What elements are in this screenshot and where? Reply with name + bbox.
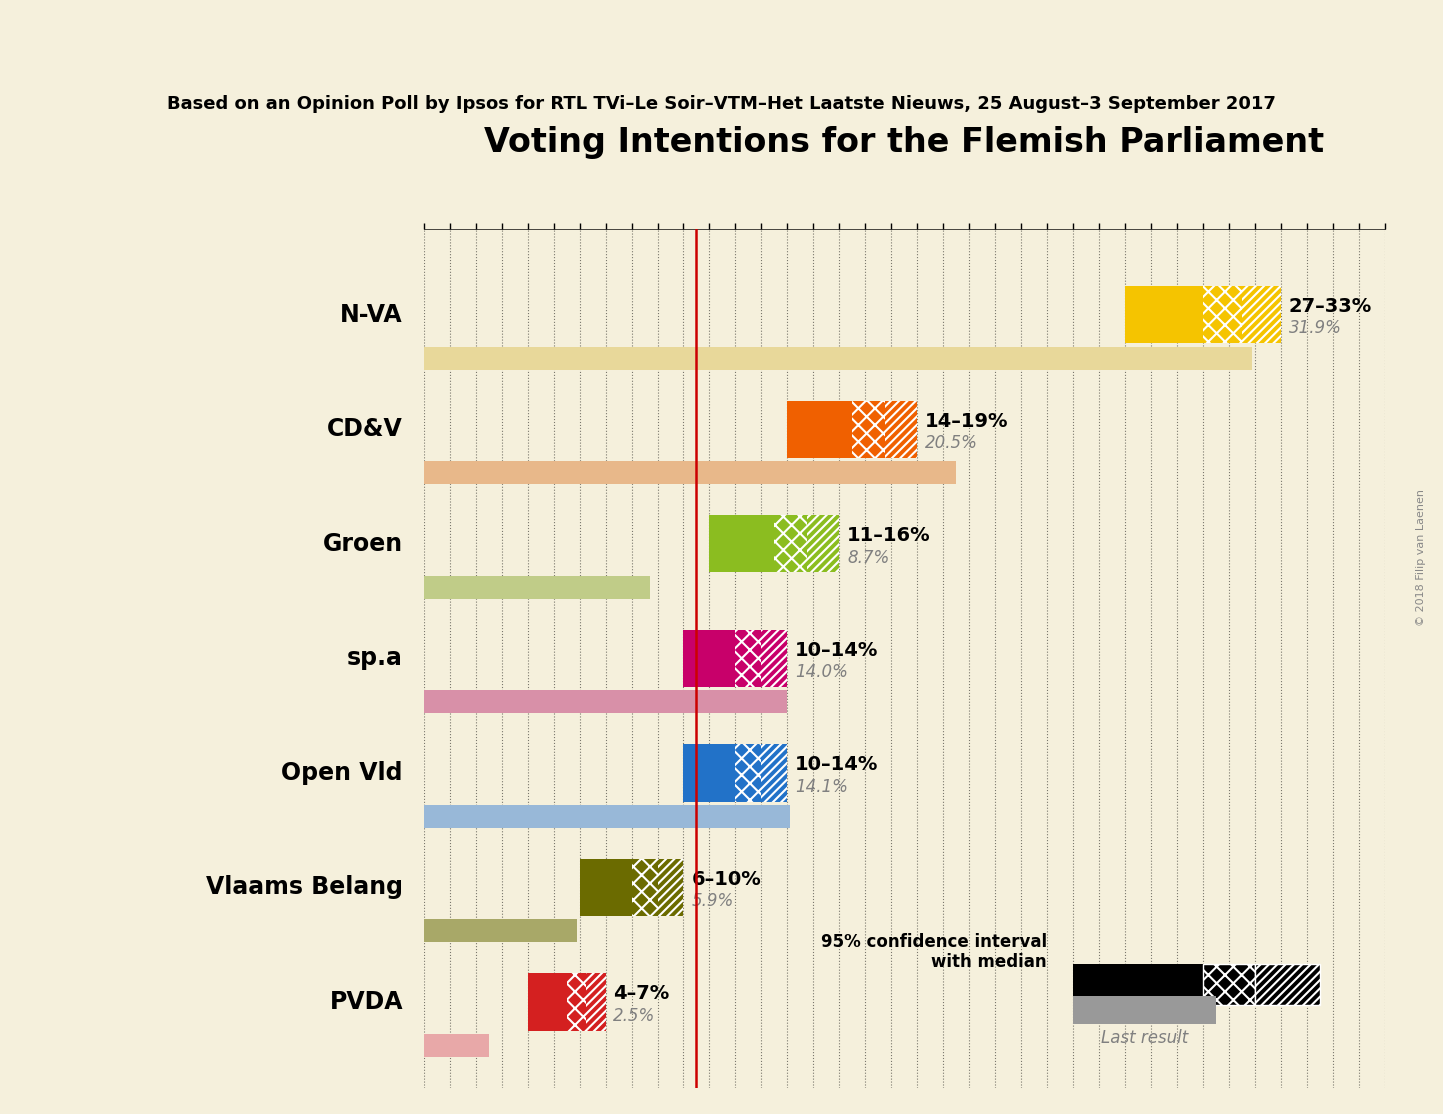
Text: 20.5%: 20.5% — [925, 434, 978, 452]
Bar — [1074, 964, 1203, 1006]
Text: with median: with median — [932, 952, 1048, 971]
Bar — [807, 515, 840, 573]
Bar — [1074, 996, 1216, 1024]
Text: 6–10%: 6–10% — [691, 870, 760, 889]
Text: 8.7%: 8.7% — [847, 548, 889, 567]
Text: PVDA: PVDA — [329, 990, 403, 1014]
Bar — [632, 859, 658, 916]
Text: 2.5%: 2.5% — [613, 1007, 655, 1025]
Text: 11–16%: 11–16% — [847, 526, 931, 545]
Bar — [775, 515, 807, 573]
Title: Voting Intentions for the Flemish Parliament: Voting Intentions for the Flemish Parlia… — [485, 126, 1325, 159]
Bar — [885, 401, 918, 458]
Text: Last result: Last result — [1101, 1029, 1188, 1047]
Text: 31.9%: 31.9% — [1289, 320, 1342, 338]
Bar — [580, 859, 684, 916]
Text: 14–19%: 14–19% — [925, 412, 1009, 431]
Bar — [736, 629, 762, 687]
Bar — [1242, 286, 1281, 343]
Bar — [762, 629, 788, 687]
Bar — [567, 974, 586, 1030]
Bar — [586, 974, 606, 1030]
Text: Groen: Groen — [323, 531, 403, 556]
Text: Based on an Opinion Poll by Ipsos for RTL TVi–Le Soir–VTM–Het Laatste Nieuws, 25: Based on an Opinion Poll by Ipsos for RT… — [167, 95, 1276, 113]
Bar — [684, 744, 788, 801]
Text: sp.a: sp.a — [348, 646, 403, 671]
Bar — [1255, 964, 1320, 1006]
Bar — [853, 401, 885, 458]
Bar — [1203, 964, 1255, 1006]
Text: © 2018 Filip van Laenen: © 2018 Filip van Laenen — [1417, 489, 1426, 625]
Text: 27–33%: 27–33% — [1289, 297, 1372, 316]
Text: 14.1%: 14.1% — [795, 778, 848, 795]
Bar — [762, 744, 788, 801]
Text: 95% confidence interval: 95% confidence interval — [821, 934, 1048, 951]
Bar — [788, 401, 918, 458]
Bar — [424, 805, 789, 828]
Bar — [424, 576, 649, 598]
Bar — [424, 461, 957, 485]
Bar — [424, 919, 577, 942]
Text: Vlaams Belang: Vlaams Belang — [206, 876, 403, 899]
Text: 14.0%: 14.0% — [795, 663, 848, 681]
Bar — [684, 629, 788, 687]
Bar — [1203, 286, 1242, 343]
Bar — [424, 691, 788, 713]
Bar — [424, 1034, 489, 1057]
Bar — [1126, 286, 1281, 343]
Text: CD&V: CD&V — [328, 418, 403, 441]
Text: Open Vld: Open Vld — [281, 761, 403, 785]
Bar — [658, 859, 684, 916]
Bar — [528, 974, 606, 1030]
Bar — [710, 515, 840, 573]
Text: 10–14%: 10–14% — [795, 755, 879, 774]
Text: N-VA: N-VA — [341, 303, 403, 326]
Text: 5.9%: 5.9% — [691, 892, 733, 910]
Bar — [424, 346, 1253, 370]
Text: 10–14%: 10–14% — [795, 641, 879, 659]
Bar — [736, 744, 762, 801]
Text: 4–7%: 4–7% — [613, 985, 670, 1004]
